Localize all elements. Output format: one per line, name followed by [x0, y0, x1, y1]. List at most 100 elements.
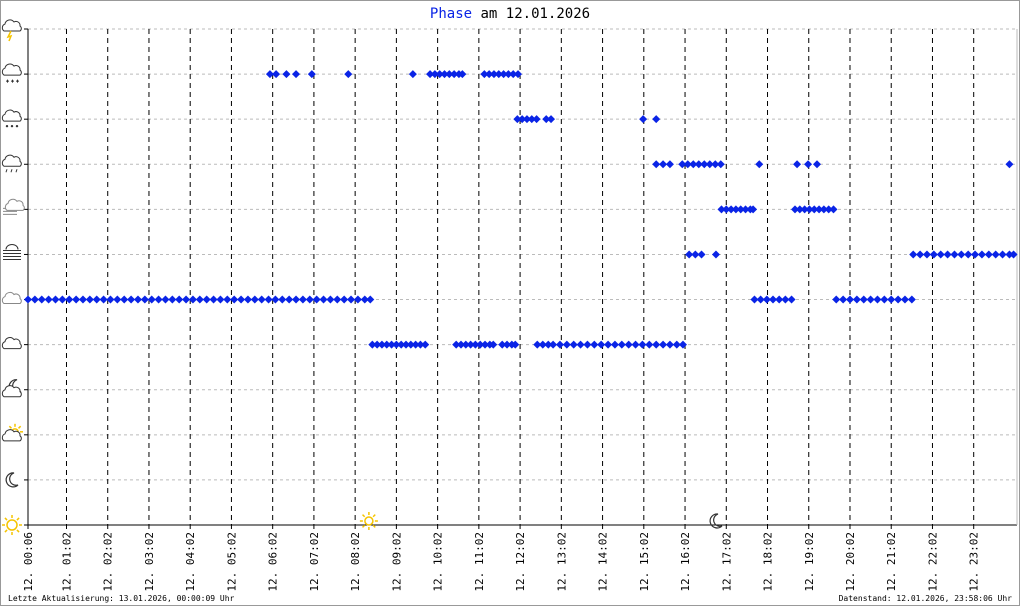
icon-drop [10, 169, 13, 173]
x-tick-label: 12. 00:06 [22, 532, 35, 592]
data-point [188, 295, 197, 304]
data-point [1009, 250, 1018, 259]
icon-sleet [5, 124, 9, 128]
data-point [762, 295, 771, 304]
data-point [312, 295, 321, 304]
icon-sun [6, 519, 18, 531]
data-point [78, 295, 87, 304]
data-point [51, 295, 60, 304]
y-icon [3, 198, 25, 215]
data-point [99, 295, 108, 304]
data-point [426, 70, 435, 79]
data-point [916, 250, 925, 259]
data-point [741, 205, 750, 214]
data-point [494, 70, 503, 79]
icon-cloud [1, 291, 22, 305]
data-point [775, 295, 784, 304]
data-point [700, 160, 709, 169]
data-point [705, 160, 714, 169]
icon-ray [4, 517, 8, 521]
y-icon [3, 243, 21, 260]
data-point [489, 340, 498, 349]
x-tick-label: 12. 10:02 [432, 532, 445, 592]
y-icon [1, 19, 22, 42]
data-point [1005, 250, 1014, 259]
data-point [711, 160, 720, 169]
x-tick-label: 12. 07:02 [308, 532, 321, 592]
data-point [977, 250, 986, 259]
data-point [168, 295, 177, 304]
data-point [645, 340, 654, 349]
data-point [326, 295, 335, 304]
data-point [120, 295, 129, 304]
chart-title: Phase am 12.01.2026 [430, 6, 590, 22]
data-point [697, 250, 706, 259]
data-point [458, 70, 467, 79]
x-tick-label: 12. 22:02 [926, 532, 939, 592]
data-point [406, 340, 415, 349]
data-point [689, 160, 698, 169]
icon-ray [4, 529, 8, 533]
icon-moon [5, 472, 19, 488]
icon-sun [364, 516, 374, 526]
data-point [711, 250, 720, 259]
data-point [402, 340, 411, 349]
data-point [504, 70, 513, 79]
x-tick-label: 12. 14:02 [597, 532, 610, 592]
data-point [590, 340, 599, 349]
icon-cloud [1, 63, 22, 76]
data-point [435, 70, 444, 79]
data-point [800, 205, 809, 214]
x-tick-label: 12. 05:02 [225, 532, 238, 592]
data-point [936, 250, 945, 259]
data-point [795, 205, 804, 214]
x-tick-label: 12. 03:02 [143, 532, 156, 592]
data-point [333, 295, 342, 304]
data-point [65, 295, 74, 304]
footer-left: Letzte Aktualisierung: 13.01.2026, 00:00… [8, 594, 235, 603]
data-point [832, 295, 841, 304]
x-tick-label: 12. 17:02 [720, 532, 733, 592]
data-point [485, 70, 494, 79]
data-point [307, 70, 316, 79]
data-point [85, 295, 94, 304]
data-point [250, 295, 259, 304]
icon-cloud [1, 154, 22, 167]
icon-cloud [1, 109, 22, 122]
data-point [257, 295, 266, 304]
data-point [984, 250, 993, 259]
data-point [950, 250, 959, 259]
data-point [538, 340, 547, 349]
data-point [678, 160, 687, 169]
data-point [106, 295, 115, 304]
data-point [522, 115, 531, 124]
data-point [998, 250, 1007, 259]
x-tick-label: 12. 21:02 [885, 532, 898, 592]
data-point [511, 340, 520, 349]
data-point [243, 295, 252, 304]
x-tick-label: 12. 23:02 [968, 532, 981, 592]
x-tick-label: 12. 01:02 [60, 532, 73, 592]
data-point [685, 250, 694, 259]
data-point [750, 295, 759, 304]
data-point [929, 250, 938, 259]
data-point [397, 340, 406, 349]
x-tick-label: 12. 18:02 [762, 532, 775, 592]
data-point [665, 340, 674, 349]
icon-snow [11, 79, 14, 83]
data-point [476, 340, 485, 349]
data-point [24, 295, 32, 304]
data-point [866, 295, 875, 304]
data-point [499, 70, 508, 79]
x-tick-label: 12. 06:02 [267, 532, 280, 592]
data-point [659, 340, 668, 349]
data-point [624, 340, 633, 349]
data-point [264, 295, 273, 304]
icon-ray [8, 425, 12, 429]
data-point [366, 295, 375, 304]
data-point [489, 70, 498, 79]
data-point [533, 340, 542, 349]
x-tick-label: 12. 11:02 [473, 532, 486, 592]
